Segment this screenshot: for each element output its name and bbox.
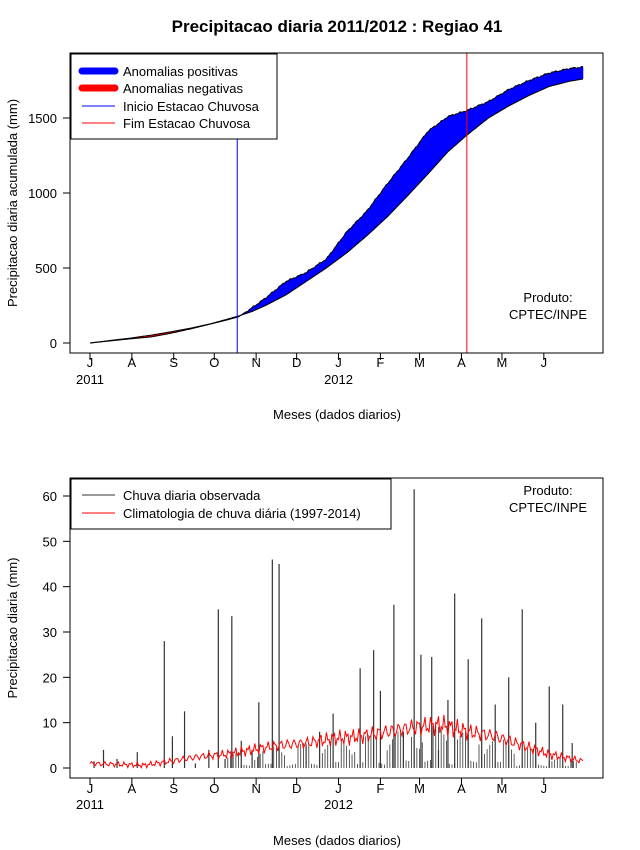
x-tick-label: N (251, 355, 260, 370)
plot2-xlabel: Meses (dados diarios) (273, 833, 401, 848)
x-tick-label: A (128, 355, 137, 370)
legend-negative-label: Anomalias negativas (123, 81, 243, 96)
x-tick-label: F (376, 355, 384, 370)
y-tick-label: 40 (43, 580, 57, 595)
legend-observed-label: Chuva diaria observada (123, 488, 261, 503)
x-year-label: 2012 (324, 797, 353, 812)
x-tick-label: S (169, 781, 178, 796)
plot2-product-line1: Produto: (523, 483, 572, 498)
x-year-label: 2012 (324, 372, 353, 387)
plot1-product-line2: CPTEC/INPE (509, 307, 587, 322)
plot2-legend: Chuva diaria observada Climatologia de c… (70, 478, 392, 530)
y-tick-label: 10 (43, 716, 57, 731)
x-tick-label: O (209, 355, 219, 370)
plot1-ylabel: Precipitacao diaria acumulada (mm) (5, 99, 20, 307)
plot2-data (89, 489, 584, 770)
legend-start-label: Inicio Estacao Chuvosa (123, 99, 260, 114)
chart-title: Precipitacao diaria 2011/2012 : Regiao 4… (172, 17, 503, 36)
plot1-xlabel: Meses (dados diarios) (273, 407, 401, 422)
x-tick-label: J (87, 355, 94, 370)
observed-cumulative-line (89, 65, 584, 344)
x-tick-label: J (541, 781, 548, 796)
panel-cumulative: Precipitacao diaria 2011/2012 : Regiao 4… (5, 17, 604, 422)
x-tick-label: M (497, 781, 508, 796)
climatology-cumulative-line (89, 78, 584, 344)
x-tick-label: M (497, 355, 508, 370)
plot2-product-line2: CPTEC/INPE (509, 500, 587, 515)
plot1-legend: Anomalias positivas Anomalias negativas … (70, 53, 278, 140)
x-tick-label: M (414, 355, 425, 370)
plot2-ylabel: Precipitacao diaria (mm) (5, 558, 20, 699)
x-year-label: 2011 (76, 797, 104, 812)
legend-climatology-label: Climatologia de chuva diária (1997-2014) (123, 506, 361, 521)
y-tick-label: 30 (43, 625, 57, 640)
y-tick-label: 1000 (28, 186, 57, 201)
y-tick-label: 1500 (28, 111, 57, 126)
plot1-product-line1: Produto: (523, 290, 572, 305)
x-tick-label: M (414, 781, 425, 796)
plot1-axes: J A S O N D J F M A M J 2011 2012 0 500 1000 1500 (28, 111, 547, 387)
x-tick-label: J (541, 355, 548, 370)
x-tick-label: J (87, 781, 94, 796)
x-tick-label: D (292, 355, 301, 370)
y-tick-label: 60 (43, 489, 57, 504)
plot2-legend-box (70, 478, 392, 530)
x-tick-label: S (169, 355, 178, 370)
y-tick-label: 0 (50, 336, 57, 351)
x-tick-label: A (457, 781, 466, 796)
plot1-data (89, 53, 584, 353)
x-tick-label: F (376, 781, 384, 796)
legend-positive-label: Anomalias positivas (123, 64, 238, 79)
y-tick-label: 0 (50, 761, 57, 776)
x-tick-label: J (335, 355, 342, 370)
y-tick-label: 500 (35, 261, 57, 276)
x-tick-label: O (209, 781, 219, 796)
x-tick-label: A (128, 781, 137, 796)
y-tick-label: 20 (43, 670, 57, 685)
x-tick-label: A (457, 355, 466, 370)
x-year-label: 2011 (76, 372, 104, 387)
legend-end-label: Fim Estacao Chuvosa (123, 116, 251, 131)
negative-anomaly-area (91, 314, 242, 344)
x-tick-label: J (335, 781, 342, 796)
y-tick-label: 50 (43, 534, 57, 549)
x-tick-label: N (251, 781, 260, 796)
x-tick-label: D (292, 781, 301, 796)
climatology-daily-line (89, 714, 584, 770)
